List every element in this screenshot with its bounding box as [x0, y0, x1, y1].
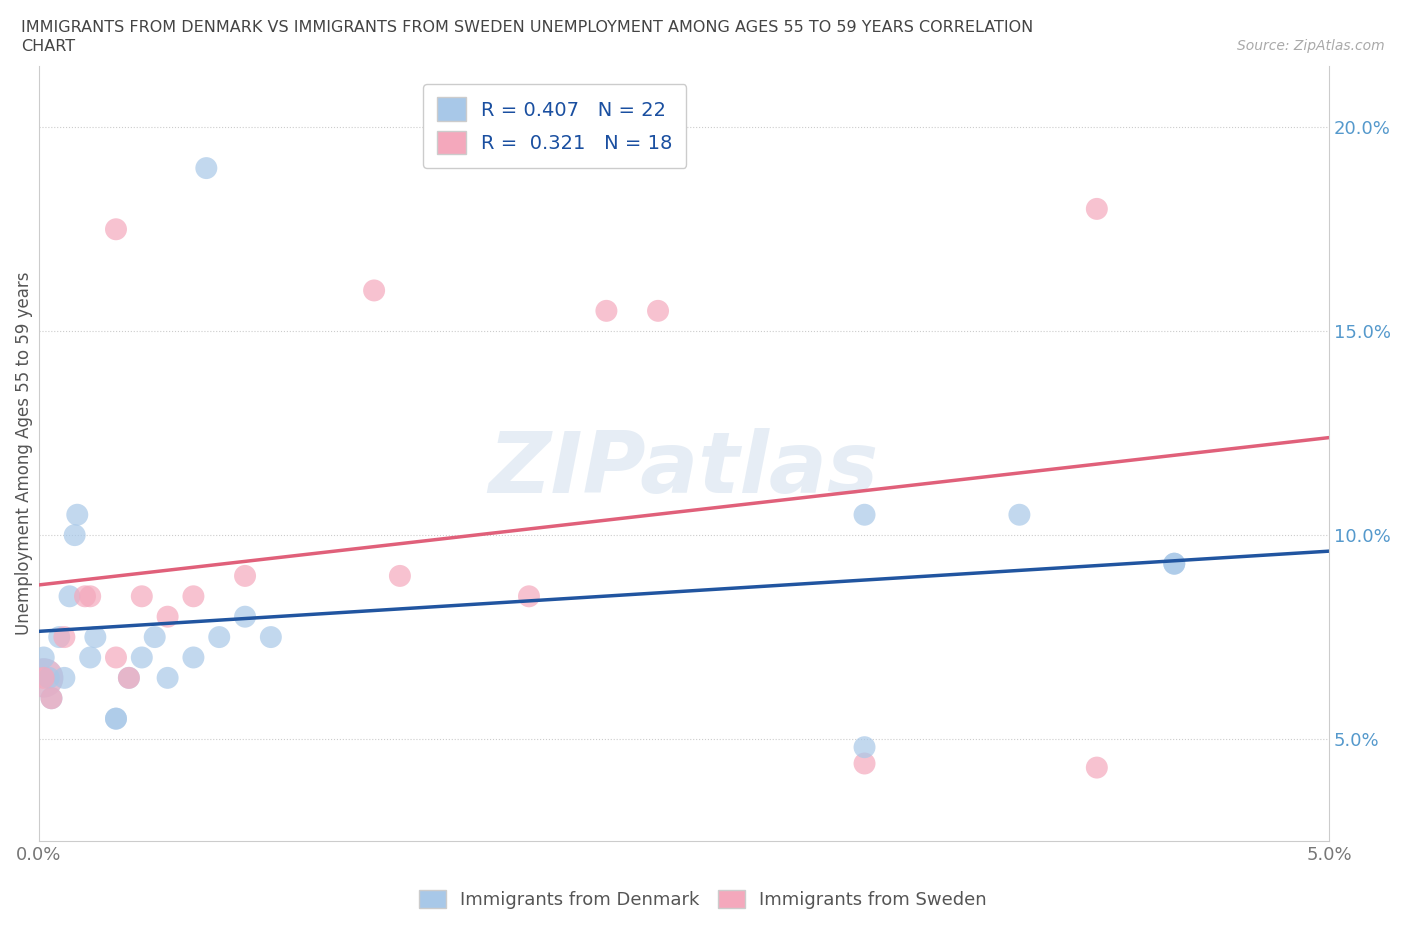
Point	[84, 630, 107, 644]
Point	[1163, 556, 1185, 571]
Point	[853, 739, 876, 754]
Point	[131, 589, 153, 604]
Point	[41, 691, 63, 706]
Point	[363, 283, 385, 298]
Point	[41, 691, 63, 706]
Point	[32, 671, 55, 685]
Point	[32, 671, 55, 685]
Y-axis label: Unemployment Among Ages 55 to 59 years: Unemployment Among Ages 55 to 59 years	[15, 272, 32, 635]
Point	[66, 507, 89, 522]
Point	[1008, 507, 1031, 522]
Text: IMMIGRANTS FROM DENMARK VS IMMIGRANTS FROM SWEDEN UNEMPLOYMENT AMONG AGES 55 TO : IMMIGRANTS FROM DENMARK VS IMMIGRANTS FR…	[21, 20, 1033, 35]
Text: Source: ZipAtlas.com: Source: ZipAtlas.com	[1237, 39, 1385, 53]
Point	[853, 507, 876, 522]
Point	[131, 650, 153, 665]
Point	[48, 630, 70, 644]
Point	[233, 609, 256, 624]
Point	[79, 589, 101, 604]
Point	[260, 630, 283, 644]
Point	[104, 222, 127, 237]
Point	[388, 568, 411, 583]
Point	[183, 650, 205, 665]
Point	[208, 630, 231, 644]
Point	[79, 650, 101, 665]
Point	[853, 756, 876, 771]
Point	[517, 589, 540, 604]
Point	[58, 589, 80, 604]
Point	[53, 630, 76, 644]
Point	[118, 671, 141, 685]
Point	[647, 303, 669, 318]
Text: ZIPatlas: ZIPatlas	[489, 428, 879, 511]
Point	[595, 303, 617, 318]
Legend: R = 0.407   N = 22, R =  0.321   N = 18: R = 0.407 N = 22, R = 0.321 N = 18	[423, 84, 686, 168]
Point	[32, 650, 55, 665]
Point	[104, 711, 127, 726]
Point	[104, 650, 127, 665]
Point	[118, 671, 141, 685]
Point	[53, 671, 76, 685]
Point	[32, 671, 55, 685]
Text: CHART: CHART	[21, 39, 75, 54]
Point	[73, 589, 96, 604]
Point	[156, 671, 179, 685]
Point	[183, 589, 205, 604]
Point	[143, 630, 166, 644]
Point	[233, 568, 256, 583]
Point	[195, 161, 218, 176]
Point	[1163, 556, 1185, 571]
Point	[63, 527, 86, 542]
Point	[104, 711, 127, 726]
Point	[156, 609, 179, 624]
Legend: Immigrants from Denmark, Immigrants from Sweden: Immigrants from Denmark, Immigrants from…	[412, 883, 994, 916]
Point	[38, 671, 60, 685]
Point	[1085, 202, 1108, 217]
Point	[1085, 760, 1108, 775]
